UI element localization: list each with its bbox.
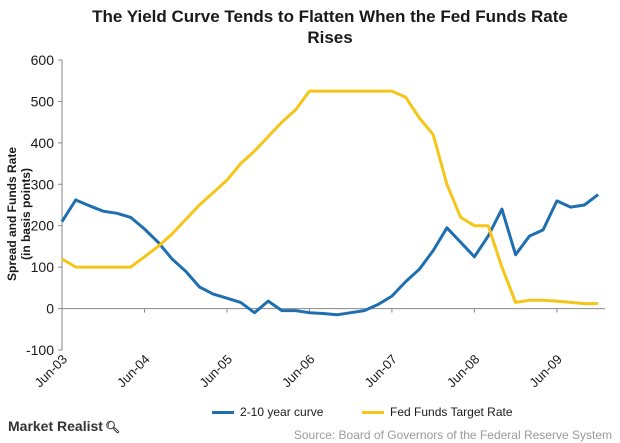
x-tick-label: Jun-05 <box>196 352 235 391</box>
legend-swatch-blue <box>212 410 234 414</box>
x-tick-label: Jun-08 <box>444 352 483 391</box>
y-tick-label: 600 <box>31 52 55 68</box>
x-tick-label: Jun-04 <box>114 352 153 391</box>
series-line-2-10-year-curve <box>60 193 600 317</box>
y-tick-label: 300 <box>31 176 55 192</box>
title-line-2: Rises <box>307 28 353 47</box>
y-tick-label: 500 <box>31 93 55 109</box>
x-tick-label: Jun-07 <box>361 352 400 391</box>
legend-label: Fed Funds Target Rate <box>390 405 513 419</box>
y-tick-label: 0 <box>46 301 54 317</box>
legend-item-2-10-curve: 2-10 year curve <box>212 405 323 419</box>
y-tick-label: 400 <box>31 135 55 151</box>
chart-title: The Yield Curve Tends to Flatten When th… <box>40 6 620 48</box>
series-line-fed-funds-target-rate <box>61 89 599 306</box>
source-note: Source: Board of Governors of the Federa… <box>293 428 612 442</box>
x-tick-label: Jun-09 <box>526 352 565 391</box>
x-tick-label: Jun-06 <box>279 352 318 391</box>
brand-logo: Market Realist 🔍︎ <box>8 418 120 434</box>
y-tick-label: 100 <box>31 259 55 275</box>
legend-item-fed-funds: Fed Funds Target Rate <box>362 405 513 419</box>
legend-label: 2-10 year curve <box>240 405 324 419</box>
y-tick-label: -100 <box>26 342 54 358</box>
brand-name: Market Realist <box>8 418 103 434</box>
magnifier-icon: 🔍︎ <box>104 420 121 434</box>
y-tick-label: 200 <box>31 218 55 234</box>
title-line-1: The Yield Curve Tends to Flatten When th… <box>92 7 568 26</box>
legend-swatch-yellow <box>362 410 384 414</box>
